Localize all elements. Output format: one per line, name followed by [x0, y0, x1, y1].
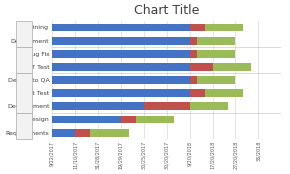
Bar [190, 63, 213, 71]
Bar [205, 89, 243, 97]
Bar [197, 50, 235, 58]
Bar [190, 102, 228, 110]
Bar [213, 63, 251, 71]
Bar [90, 129, 128, 137]
Text: Deploy: Deploy [21, 24, 26, 44]
Bar [75, 129, 90, 137]
Bar [190, 89, 205, 97]
Text: Test: Test [21, 55, 26, 66]
Bar [144, 102, 190, 110]
Bar [52, 116, 121, 123]
Bar [52, 89, 190, 97]
Text: Plan: Plan [21, 120, 26, 132]
Bar [52, 76, 190, 84]
Bar [52, 63, 190, 71]
Bar [205, 23, 243, 31]
Bar [197, 37, 235, 45]
Bar [190, 23, 205, 31]
Bar [52, 37, 190, 45]
Text: Develop: Develop [21, 82, 26, 105]
Bar [52, 50, 190, 58]
Bar [190, 37, 197, 45]
Bar [121, 116, 136, 123]
Bar [190, 50, 197, 58]
Bar [197, 76, 235, 84]
Title: Chart Title: Chart Title [134, 4, 200, 17]
Bar [52, 23, 190, 31]
Bar [52, 102, 144, 110]
Bar [136, 116, 174, 123]
Bar [190, 76, 197, 84]
Bar [52, 129, 75, 137]
